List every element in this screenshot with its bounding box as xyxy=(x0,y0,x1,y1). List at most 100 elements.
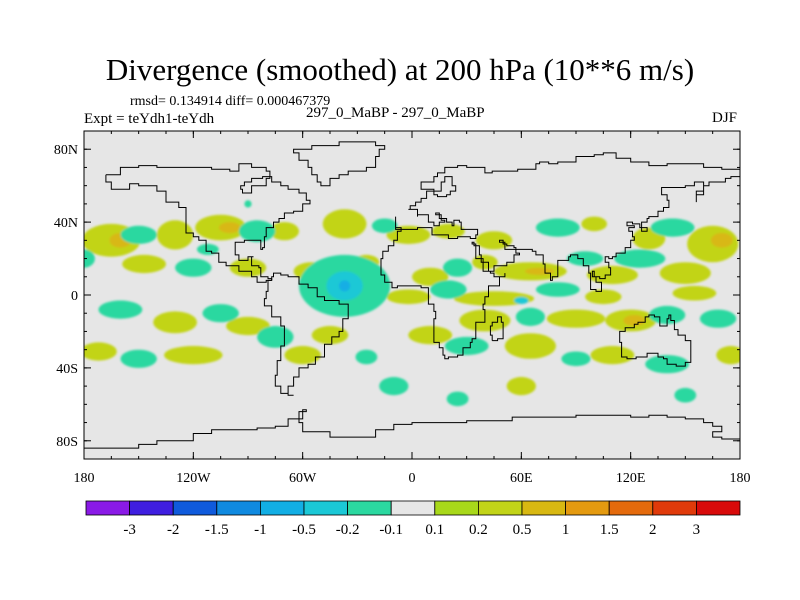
anomaly-region-35 xyxy=(408,326,453,345)
anomaly-region-25 xyxy=(453,291,535,306)
anomaly-region-65 xyxy=(120,349,157,368)
colorbar-box-1 xyxy=(129,500,174,516)
anomaly-region-43 xyxy=(120,225,157,244)
y-tick-label-2: 0 xyxy=(71,289,78,304)
coastline-4 xyxy=(489,316,504,342)
coastline-5 xyxy=(619,314,692,367)
colorbar-box-8 xyxy=(434,500,479,516)
anomaly-region-13 xyxy=(710,233,733,248)
anomaly-region-2 xyxy=(156,220,194,250)
anomaly-region-56 xyxy=(430,280,467,299)
anomaly-region-67 xyxy=(561,351,591,367)
anomaly-region-40 xyxy=(590,346,635,365)
colorbar-label-13: 3 xyxy=(693,522,701,538)
colorbar: -3 -2 -1.5 -1 -0.5 -0.2 -0.1 0.1 0.2 0.5 1 1.5 2 3 xyxy=(85,500,741,538)
experiment-label: Expt = teYdh1-teYdh xyxy=(84,111,215,127)
coastline-6 xyxy=(84,409,740,449)
anomaly-region-74 xyxy=(244,200,252,208)
colorbar-box-7 xyxy=(390,500,436,516)
anomaly-region-29 xyxy=(546,309,606,328)
anomaly-region-61 xyxy=(699,309,737,328)
anomaly-region-36 xyxy=(504,333,556,359)
anomaly-region-10 xyxy=(581,216,607,232)
anomaly-region-55 xyxy=(339,280,351,292)
anomaly-region-4 xyxy=(218,222,241,234)
coastlines xyxy=(84,141,740,449)
colorbar-box-12 xyxy=(608,500,654,516)
x-tick-label-4: 60E xyxy=(510,471,533,486)
coastline-2 xyxy=(263,272,349,396)
y-tick-label-3: 40S xyxy=(56,362,78,377)
colorbar-label-2: -1.5 xyxy=(205,522,229,538)
anomaly-region-59 xyxy=(202,304,239,323)
anomaly-region-63 xyxy=(257,326,294,348)
anomaly-region-23 xyxy=(659,262,711,284)
colorbar-label-6: -0.1 xyxy=(379,522,403,538)
anomaly-region-21 xyxy=(525,267,555,275)
colorbar-label-1: -2 xyxy=(167,522,180,538)
colorbar-label-7: 0.1 xyxy=(425,522,444,538)
colorbar-box-10 xyxy=(521,500,566,516)
anomaly-region-44 xyxy=(197,243,219,255)
rmsd-diff-label: rmsd= 0.134914 diff= 0.000467379 xyxy=(130,94,331,109)
anomaly-region-39 xyxy=(284,346,321,365)
colorbar-label-10: 1 xyxy=(562,522,570,538)
anomaly-region-52 xyxy=(175,258,212,277)
anomaly-region-73 xyxy=(514,296,529,305)
colorbar-label-0: -3 xyxy=(123,522,136,538)
anomaly-region-27 xyxy=(672,285,717,301)
anomaly-region-62 xyxy=(515,307,546,326)
x-tick-label-3: 0 xyxy=(409,471,416,486)
colorbar-box-0 xyxy=(85,500,130,516)
anomaly-region-32 xyxy=(153,311,198,334)
colorbar-label-11: 1.5 xyxy=(600,522,619,538)
colorbar-label-8: 0.2 xyxy=(469,522,488,538)
anomaly-region-58 xyxy=(98,300,143,319)
anomaly-region-34 xyxy=(311,326,349,345)
x-tick-label-0: 180 xyxy=(74,471,95,486)
x-tick-label-2: 60W xyxy=(289,471,317,486)
anomaly-region-15 xyxy=(229,258,267,277)
chart-title: Divergence (smoothed) at 200 hPa (10**6 … xyxy=(105,52,695,87)
anomaly-region-38 xyxy=(164,346,223,365)
anomaly-region-5 xyxy=(269,222,299,241)
anomaly-region-57 xyxy=(535,282,580,297)
anomaly-region-26 xyxy=(585,289,622,305)
anomaly-region-64 xyxy=(444,336,489,356)
colorbar-box-9 xyxy=(477,500,523,516)
anomaly-region-6 xyxy=(322,209,367,239)
colorbar-box-2 xyxy=(172,500,218,516)
anomaly-region-66 xyxy=(355,349,378,365)
anomaly-region-49 xyxy=(443,258,473,277)
anomaly-region-48 xyxy=(650,218,695,237)
colorbar-label-4: -0.5 xyxy=(292,522,316,538)
anomaly-region-71 xyxy=(674,387,697,403)
anomaly-region-22 xyxy=(586,265,638,285)
anomaly-region-47 xyxy=(535,218,580,237)
x-tick-label-5: 120E xyxy=(616,471,646,486)
colorbar-box-3 xyxy=(216,500,261,516)
y-axis: 80N 40N 0 40S 80S xyxy=(54,143,740,450)
colorbar-box-11 xyxy=(565,500,610,516)
anomaly-region-60 xyxy=(648,305,686,325)
anomaly-region-18 xyxy=(412,267,449,286)
anomaly-region-69 xyxy=(379,377,409,396)
anomaly-region-45 xyxy=(238,220,276,243)
colorbar-label-9: 0.5 xyxy=(513,522,532,538)
anomaly-region-31 xyxy=(623,315,646,326)
x-axis: 180 120W 60W 0 60E 120E 180 xyxy=(74,131,751,486)
anomaly-region-33 xyxy=(226,316,270,336)
coastline-1 xyxy=(105,163,311,283)
anomaly-region-51 xyxy=(566,251,604,266)
anomaly-region-42 xyxy=(506,377,536,396)
season-label: DJF xyxy=(712,110,738,126)
y-tick-label-1: 40N xyxy=(54,216,78,231)
colorbar-label-5: -0.2 xyxy=(336,522,360,538)
anomaly-region-24 xyxy=(386,289,431,305)
case-label: 297_0_MaBP - 297_0_MaBP xyxy=(306,105,485,121)
colorbar-box-14 xyxy=(696,500,741,516)
colorbar-box-6 xyxy=(347,500,392,516)
anomaly-region-46 xyxy=(371,218,398,234)
colorbar-label-12: 2 xyxy=(649,522,657,538)
